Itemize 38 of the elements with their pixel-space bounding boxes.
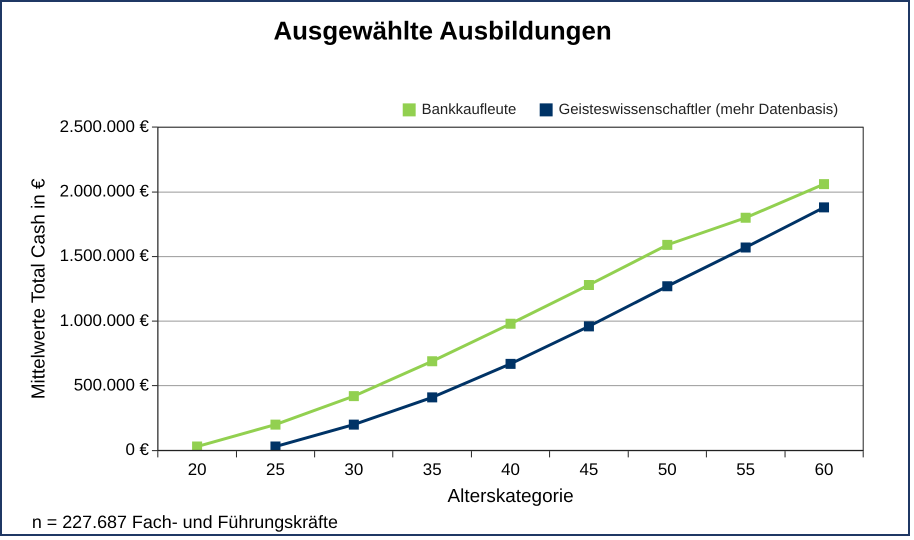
point <box>348 391 359 402</box>
point <box>270 420 280 430</box>
point <box>348 420 359 430</box>
y-tick-label: 500.000 € <box>74 375 150 394</box>
y-tick-label: 2.500.000 € <box>60 116 150 136</box>
point <box>740 242 751 252</box>
point <box>662 240 672 250</box>
point <box>584 280 594 290</box>
x-axis-title: Alterskategorie <box>448 486 574 508</box>
x-tick-label: 35 <box>422 460 442 480</box>
legend-label: Geisteswissenschaftler (mehr Datenbasis) <box>558 102 838 118</box>
x-tick-label: 20 <box>188 460 207 480</box>
point <box>270 442 280 450</box>
point <box>427 392 438 402</box>
point <box>584 321 594 332</box>
x-tick-label: 25 <box>266 460 285 480</box>
y-tick-label: 1.000.000 € <box>60 310 150 330</box>
x-tick-label: 60 <box>814 460 834 480</box>
point <box>506 318 516 329</box>
text: n = 227.687 Fach- und Führungskräfte <box>32 512 338 532</box>
point <box>819 179 830 190</box>
point <box>819 202 830 212</box>
x-tick-label: 40 <box>501 460 520 480</box>
x-tick-label: 30 <box>344 460 364 480</box>
y-tick-label: 2.000.000 € <box>60 182 150 201</box>
x-tick-label: 55 <box>736 460 756 480</box>
x-tick-label: 45 <box>580 460 598 480</box>
y-tick-label: 1.500.000 € <box>60 246 150 266</box>
point <box>427 356 438 366</box>
x-tick-label: 50 <box>658 460 677 480</box>
point <box>740 212 751 223</box>
y-tick-label: 0 € <box>125 440 150 460</box>
point <box>192 442 202 450</box>
y-axis-title: Mittelwerte Total Cash in € <box>28 178 50 400</box>
point <box>662 281 672 292</box>
point <box>506 358 516 369</box>
chart-title: Ausgewählte Ausbildungen <box>273 18 612 46</box>
legend-label: Bankkaufleute <box>422 102 516 118</box>
